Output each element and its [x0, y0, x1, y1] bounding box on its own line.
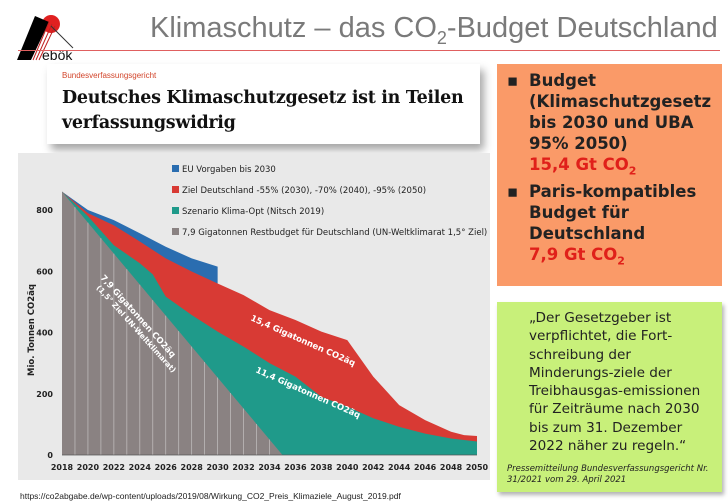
logo-text: ebök: [42, 47, 73, 63]
x-tick-label: 2044: [388, 463, 411, 472]
x-tick-label: 2024: [129, 463, 152, 472]
legend-swatch: [172, 186, 179, 193]
x-tick-label: 2034: [258, 463, 281, 472]
x-tick-label: 2050: [466, 463, 489, 472]
x-tick-label: 2028: [181, 463, 204, 472]
budget-box: Budget (Klimaschutzgesetz bis 2030 und U…: [497, 64, 722, 286]
headline-text: Deutsches Klimaschutzgesetz ist in Teile…: [62, 88, 464, 133]
x-tick-label: 2042: [362, 463, 384, 472]
ebok-logo: ebök: [15, 8, 105, 63]
quote-source: Pressemitteilung Bundesverfassungsgerich…: [507, 464, 709, 485]
y-axis-label: Mio. Tonnen CO2äq: [27, 284, 37, 376]
budget-item-kschg: Budget (Klimaschutzgesetz bis 2030 und U…: [507, 70, 722, 181]
x-tick-label: 2046: [414, 463, 437, 472]
y-tick-label: 400: [36, 329, 53, 338]
legend-label: 7,9 Gigatonnen Restbudget für Deutschlan…: [182, 228, 487, 238]
title-divider: [18, 50, 720, 51]
source-url: https://co2abgabe.de/wp-content/uploads/…: [20, 491, 401, 501]
x-tick-label: 2020: [77, 463, 100, 472]
x-tick-label: 2038: [310, 463, 333, 472]
x-tick-label: 2048: [440, 463, 463, 472]
x-tick-label: 2036: [284, 463, 307, 472]
headline-kicker: Bundesverfassungsgericht: [62, 71, 157, 80]
y-tick-label: 800: [36, 206, 53, 215]
y-tick-label: 600: [36, 267, 53, 276]
x-tick-label: 2022: [103, 463, 125, 472]
y-tick-label: 0: [47, 451, 53, 460]
x-tick-label: 2026: [155, 463, 178, 472]
y-tick-label: 200: [36, 390, 53, 399]
legend-swatch: [172, 165, 179, 172]
legend-swatch: [172, 207, 179, 214]
court-quote: „Der Gesetzgeber ist verpflichtet, die F…: [529, 310, 701, 455]
slide-title: Klimaschutz – das CO2-Budget Deutschland: [150, 12, 718, 48]
budget-value-15-4: 15,4 Gt CO2: [529, 155, 637, 178]
x-tick-label: 2032: [232, 463, 254, 472]
legend-label: Ziel Deutschland -55% (2030), -70% (2040…: [182, 186, 426, 196]
legend-swatch: [172, 228, 179, 235]
legend-label: Szenario Klima-Opt (Nitsch 2019): [182, 207, 324, 217]
budget-item-paris: Paris-kompatibles Budget für Deutschland…: [507, 181, 722, 271]
headline-card: Bundesverfassungsgericht Deutsches Klima…: [47, 64, 480, 144]
x-tick-label: 2018: [51, 463, 74, 472]
x-tick-label: 2040: [336, 463, 359, 472]
budget-value-7-9: 7,9 Gt CO2: [529, 245, 625, 268]
quote-box: „Der Gesetzgeber ist verpflichtet, die F…: [497, 302, 722, 492]
x-tick-label: 2030: [206, 463, 229, 472]
legend-label: EU Vorgaben bis 2030: [182, 165, 276, 175]
